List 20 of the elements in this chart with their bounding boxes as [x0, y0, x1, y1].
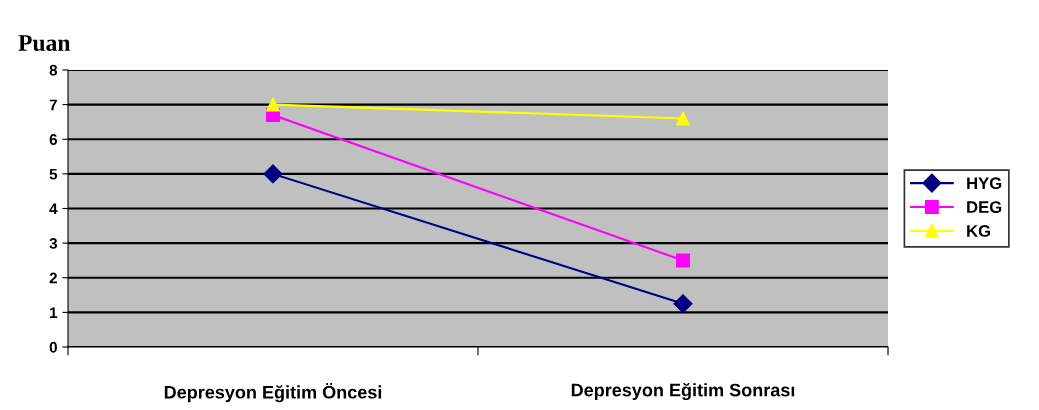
- point: [263, 164, 283, 184]
- y-tick-label: 8: [49, 64, 58, 76]
- legend-label: KG: [967, 225, 991, 237]
- point: [676, 111, 690, 126]
- y-tick-label: 0: [49, 341, 57, 353]
- x-tick-label: Depresyon Eğitim Öncesi: [164, 383, 382, 403]
- legend-label: HYG: [967, 177, 1002, 190]
- chart-title: Puan: [18, 35, 71, 51]
- y-tick-label: 4: [49, 203, 58, 215]
- y-tick-label: 6: [49, 134, 58, 145]
- point: [676, 253, 690, 268]
- x-tick-label: Depresyon Eğitim Sonrası: [571, 383, 795, 401]
- legend-label: DEG: [967, 201, 1002, 213]
- point: [266, 97, 280, 112]
- y-tick-label: 3: [49, 237, 58, 249]
- y-tick-label: 1: [50, 307, 58, 318]
- y-tick-label: 2: [49, 272, 57, 284]
- point: [673, 294, 693, 314]
- y-tick-label: 5: [49, 168, 58, 180]
- y-tick-label: 7: [49, 99, 57, 111]
